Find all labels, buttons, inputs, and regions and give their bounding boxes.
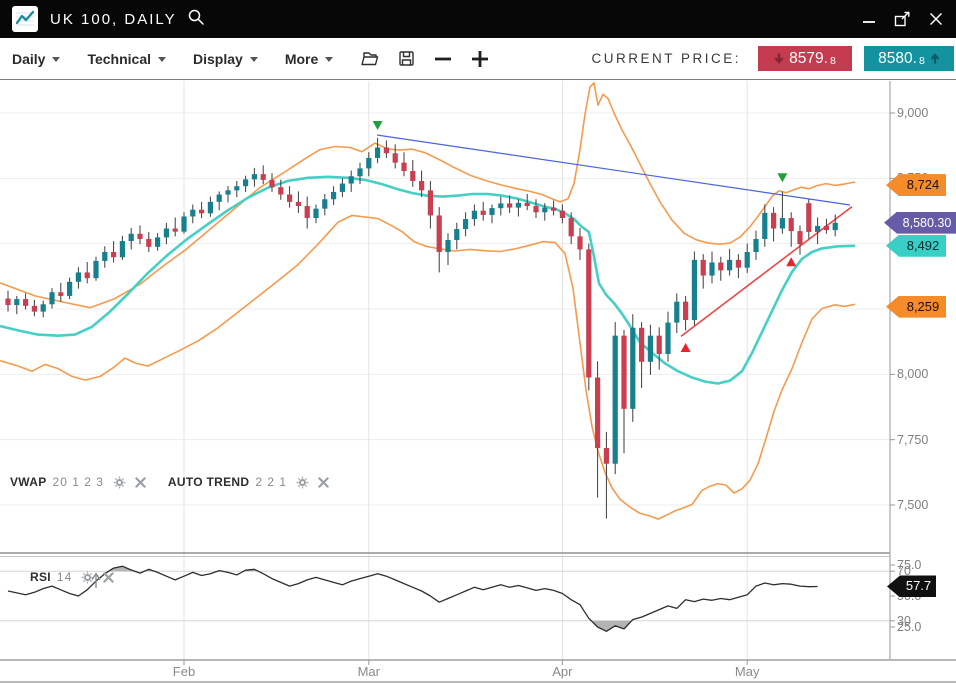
menu-daily[interactable]: Daily <box>12 51 61 67</box>
vwap-settings-icon[interactable] <box>112 475 126 489</box>
price-chart-canvas[interactable] <box>0 81 956 683</box>
sell-price-button[interactable]: 8579. 8 <box>758 46 852 71</box>
autotrend-remove-icon[interactable] <box>318 476 329 488</box>
close-button[interactable] <box>928 11 944 27</box>
open-layout-icon[interactable] <box>360 50 379 67</box>
menu-display[interactable]: Display <box>193 51 258 67</box>
arrow-down-icon <box>774 53 784 64</box>
popout-button[interactable] <box>894 11 911 27</box>
chart-title: UK 100, DAILY <box>50 10 177 28</box>
current-price-label: CURRENT PRICE: <box>591 51 741 66</box>
app-logo-icon <box>12 6 38 32</box>
buy-signal-marker <box>786 257 797 267</box>
chevron-down-icon <box>249 57 258 62</box>
chevron-down-icon <box>52 57 61 62</box>
sell-signal-marker <box>372 120 383 130</box>
titlebar: UK 100, DAILY <box>0 0 956 38</box>
zoom-out-button[interactable] <box>434 50 452 68</box>
rsi-label: RSI <box>30 570 51 584</box>
menu-technical[interactable]: Technical <box>87 51 167 67</box>
buy-price-button[interactable]: 8580. 8 <box>864 46 954 71</box>
minimize-button[interactable] <box>861 11 877 27</box>
vwap-params: 20 1 2 3 <box>52 475 104 489</box>
chevron-down-icon <box>325 57 334 62</box>
arrow-up-icon <box>930 53 940 64</box>
zoom-in-button[interactable] <box>471 50 489 68</box>
buy-signal-marker <box>680 342 691 352</box>
vwap-remove-icon[interactable] <box>135 476 146 488</box>
rsi-legend: RSI 14 <box>30 570 114 584</box>
vwap-label: VWAP <box>10 475 47 489</box>
autotrend-label: AUTO TREND <box>167 475 250 489</box>
indicator-legend: VWAP 20 1 2 3 AUTO TREND 2 2 1 <box>10 475 329 489</box>
toolbar: Daily Technical Display More CURRENT PRI… <box>0 38 956 80</box>
save-icon[interactable] <box>398 50 415 67</box>
chevron-down-icon <box>158 57 167 62</box>
search-icon[interactable] <box>187 8 205 31</box>
menu-more[interactable]: More <box>285 51 334 67</box>
autotrend-params: 2 2 1 <box>255 475 288 489</box>
chart-area[interactable]: VWAP 20 1 2 3 AUTO TREND 2 2 1 RSI 14 9,… <box>0 81 956 683</box>
autotrend-settings-icon[interactable] <box>296 475 310 489</box>
sell-signal-marker <box>777 173 788 183</box>
rsi-remove-icon[interactable] <box>103 571 114 583</box>
rsi-params: 14 <box>56 570 73 584</box>
rsi-settings-icon[interactable] <box>81 570 95 584</box>
